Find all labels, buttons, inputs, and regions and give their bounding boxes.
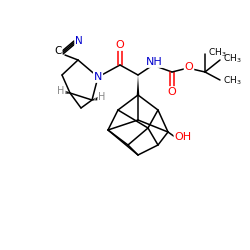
Text: C: C (54, 46, 62, 56)
Text: OH: OH (174, 132, 192, 142)
Text: H: H (98, 92, 106, 102)
Polygon shape (137, 75, 139, 95)
Text: CH$_3$: CH$_3$ (223, 53, 242, 65)
Text: H: H (57, 86, 65, 96)
Text: CH$_3$: CH$_3$ (208, 47, 227, 59)
Text: O: O (168, 87, 176, 97)
Text: O: O (184, 62, 194, 72)
Text: N: N (94, 72, 102, 82)
Text: N: N (75, 36, 83, 46)
Text: NH: NH (146, 57, 162, 67)
Text: O: O (116, 40, 124, 50)
Text: CH$_3$: CH$_3$ (223, 75, 242, 87)
